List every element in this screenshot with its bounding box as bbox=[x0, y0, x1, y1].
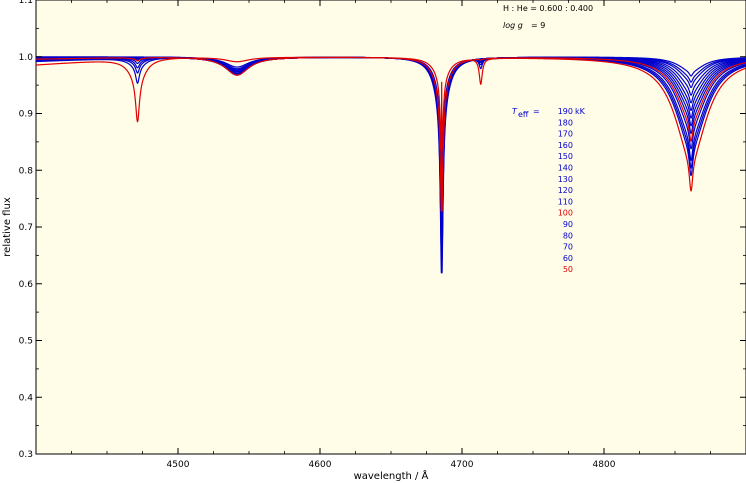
y-tick-label: 0.7 bbox=[19, 223, 33, 233]
legend-entry-140: 140 bbox=[558, 164, 573, 173]
composition-annotation: H : He = 0.600 : 0.400 bbox=[503, 4, 593, 13]
legend-entry-130: 130 bbox=[558, 175, 573, 184]
legend-entry-160: 160 bbox=[558, 141, 573, 150]
legend-entry-50: 50 bbox=[563, 265, 573, 274]
y-tick-label: 0.6 bbox=[19, 280, 34, 290]
legend-entry-190: 190 bbox=[558, 107, 573, 116]
legend-entry-60: 60 bbox=[563, 254, 573, 263]
legend-title-symbol: T bbox=[512, 107, 518, 116]
legend-entry-180: 180 bbox=[558, 118, 573, 127]
legend-unit: kK bbox=[575, 107, 586, 116]
legend-title-equals: = bbox=[533, 107, 540, 116]
y-tick-label: 0.8 bbox=[19, 166, 34, 176]
axes-group: 4500 4600 4700 4800 0.3 0.4 0.5 0.6 0.7 0.8 0.9 1.0… bbox=[19, 0, 746, 470]
x-tick-label: 4600 bbox=[309, 460, 332, 470]
x-tick-label: 4700 bbox=[451, 460, 474, 470]
y-tick-label: 0.4 bbox=[19, 393, 34, 403]
y-tick-label: 0.3 bbox=[19, 450, 33, 460]
legend-entry-120: 120 bbox=[558, 186, 573, 195]
gravity-label: log g bbox=[503, 21, 523, 30]
legend-entry-170: 170 bbox=[558, 130, 573, 139]
plot-area-background bbox=[35, 0, 746, 455]
legend-entry-100: 100 bbox=[558, 209, 573, 218]
y-tick-label: 0.5 bbox=[19, 337, 33, 347]
y-tick-label: 0.9 bbox=[19, 110, 34, 120]
gravity-value: = 9 bbox=[531, 21, 545, 30]
x-tick-label: 4800 bbox=[593, 460, 616, 470]
legend-entry-70: 70 bbox=[563, 243, 573, 252]
legend-entry-90: 90 bbox=[563, 220, 573, 229]
x-axis-label: wavelength / Å bbox=[354, 469, 429, 482]
x-tick-label: 4500 bbox=[167, 460, 190, 470]
temperature-legend: T eff = kK 190 180 170 160 150 140 130 120 110 10… bbox=[512, 107, 586, 274]
legend-entry-110: 110 bbox=[558, 197, 573, 206]
y-tick-label: 1.0 bbox=[19, 53, 34, 63]
legend-entry-150: 150 bbox=[558, 152, 573, 161]
spectrum-line-50kK bbox=[35, 56, 746, 192]
legend-entry-80: 80 bbox=[563, 231, 573, 240]
y-tick-label: 1.1 bbox=[19, 0, 33, 6]
legend-title-subscript: eff bbox=[518, 110, 529, 119]
model-spectra-group bbox=[35, 56, 746, 274]
y-axis-label: relative flux bbox=[2, 197, 13, 257]
